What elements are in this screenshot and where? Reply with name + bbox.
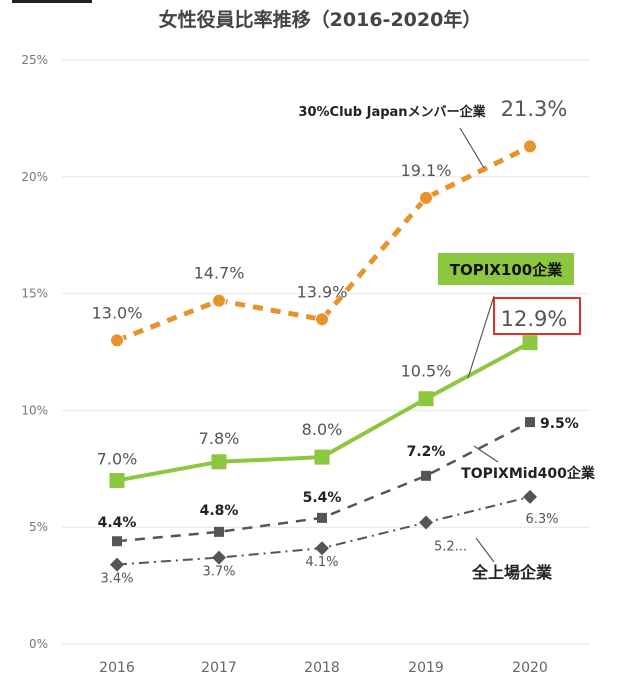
legend-badge [438, 253, 574, 285]
leader-line [475, 537, 495, 563]
data-label: 13.9% [297, 282, 348, 301]
header-rule [12, 0, 92, 3]
data-label: 19.1% [401, 161, 452, 180]
data-label: 21.3% [501, 97, 568, 121]
leader-line [459, 127, 485, 169]
data-point-marker [315, 312, 329, 327]
data-point-marker [523, 489, 537, 504]
data-point-marker [421, 470, 431, 481]
data-point-marker [109, 472, 125, 488]
data-label: 9.5% [540, 416, 579, 432]
data-label: 7.2% [407, 444, 446, 460]
leader-line [467, 295, 495, 379]
y-tick-label: 0% [29, 637, 48, 651]
data-label: 12.9% [501, 307, 568, 331]
data-point-marker [315, 541, 329, 556]
legend-label: 30%Club Japanメンバー企業 [298, 104, 486, 120]
y-tick-label: 25% [21, 53, 48, 67]
data-point-marker [214, 526, 224, 537]
data-label: 10.5% [401, 362, 452, 381]
legend-label: TOPIX100企業 [450, 261, 563, 279]
data-label: 5.2... [434, 540, 467, 555]
x-tick-label: 2016 [99, 660, 135, 676]
data-label: 8.0% [302, 420, 343, 439]
data-point-marker [212, 550, 226, 565]
data-point-marker [523, 139, 537, 154]
data-point-marker [418, 391, 434, 407]
data-label: 7.0% [97, 449, 138, 468]
data-point-marker [522, 335, 538, 351]
data-label: 6.3% [525, 512, 558, 527]
legend-label: 全上場企業 [471, 563, 553, 582]
x-tick-label: 2018 [304, 660, 340, 676]
data-point-marker [317, 512, 327, 523]
data-label: 4.8% [200, 503, 239, 519]
data-label: 4.4% [98, 515, 137, 531]
data-point-marker [419, 515, 433, 530]
data-point-marker [110, 557, 124, 572]
y-tick-label: 15% [21, 287, 48, 301]
data-point-marker [112, 536, 122, 547]
chart-title: 女性役員比率推移（2016-2020年） [159, 8, 482, 31]
x-tick-label: 2020 [512, 660, 548, 676]
data-label: 13.0% [92, 303, 143, 322]
data-point-marker [211, 454, 227, 470]
legend-label: TOPIXMid400企業 [461, 465, 596, 482]
data-point-marker [314, 449, 330, 465]
leader-line [473, 445, 499, 463]
x-tick-label: 2019 [408, 660, 444, 676]
x-tick-label: 2017 [201, 660, 237, 676]
data-point-marker [525, 417, 535, 428]
highlight-box [493, 297, 581, 335]
data-label: 5.4% [303, 490, 342, 506]
y-tick-label: 10% [21, 403, 48, 417]
data-label: 4.1% [305, 555, 338, 570]
data-point-marker [212, 293, 226, 308]
series-line [116, 144, 532, 343]
y-tick-label: 20% [21, 170, 48, 184]
data-label: 3.7% [202, 565, 235, 580]
data-label: 3.4% [100, 572, 133, 587]
data-label: 14.7% [194, 264, 245, 283]
y-tick-label: 5% [29, 520, 48, 534]
data-label: 7.8% [199, 429, 240, 448]
data-point-marker [110, 333, 124, 348]
data-point-marker [419, 190, 433, 205]
